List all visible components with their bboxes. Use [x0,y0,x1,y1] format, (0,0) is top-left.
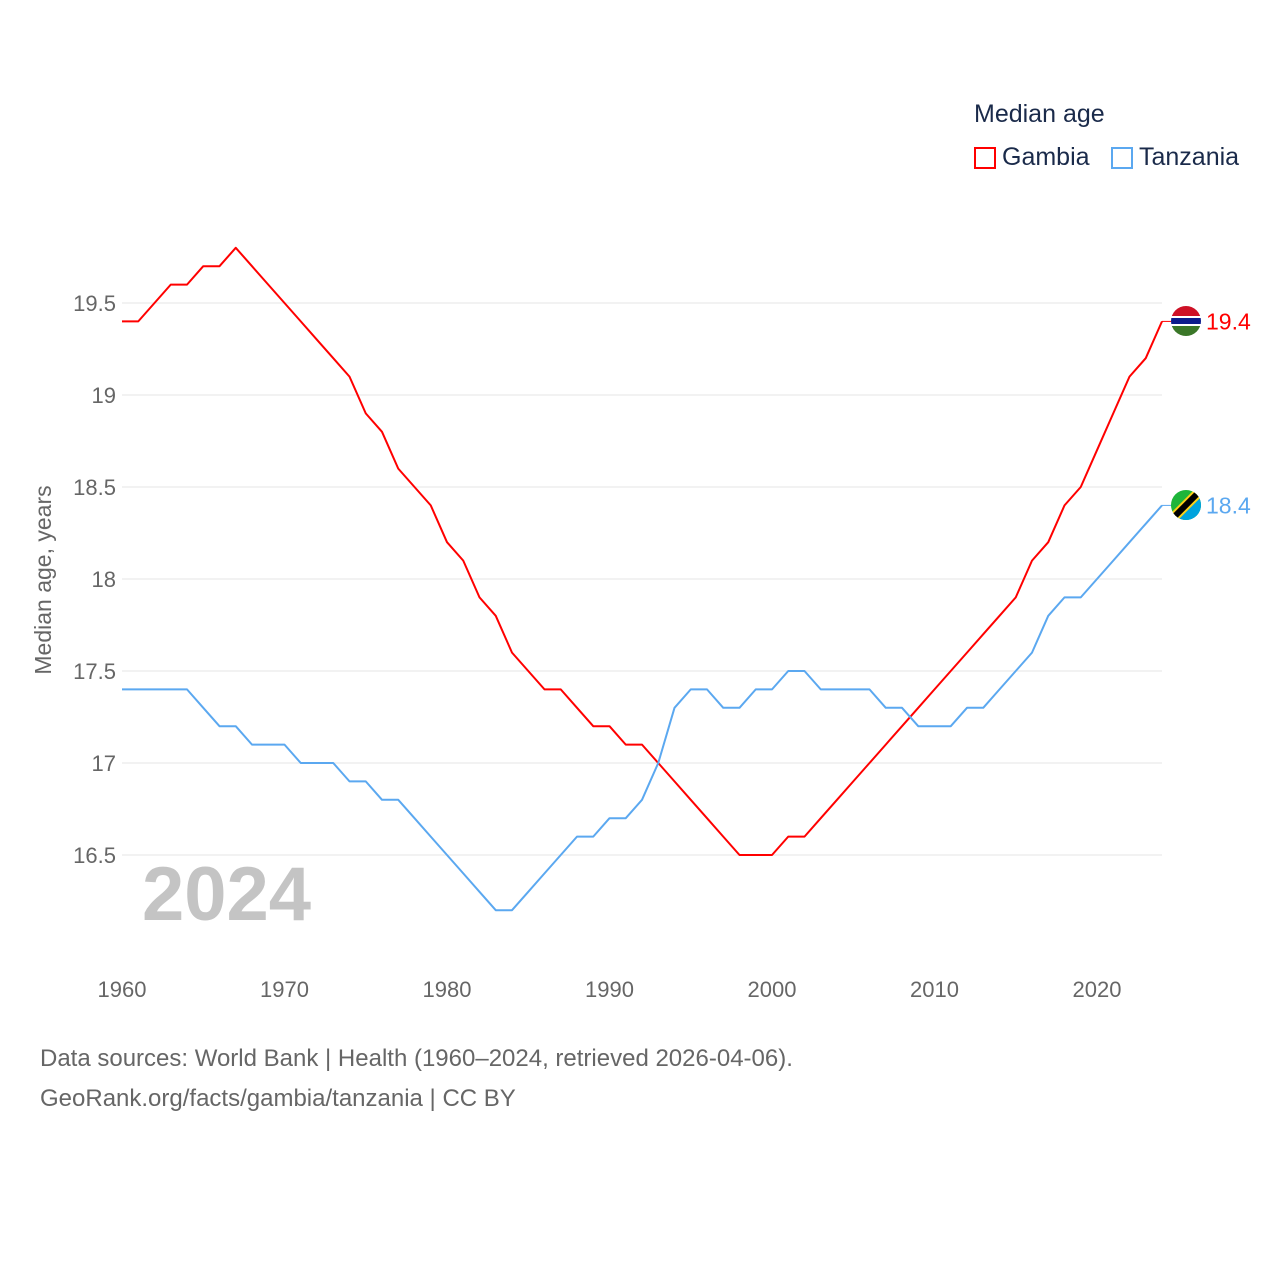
y-tick-label: 18.5 [73,475,116,500]
y-tick-label: 16.5 [73,843,116,868]
x-tick-label: 2000 [748,977,797,1002]
y-tick-label: 19 [92,383,116,408]
legend-label: Tanzania [1139,143,1240,171]
x-tick-label: 1970 [260,977,309,1002]
end-value-label-tanzania: 18.4 [1206,492,1251,518]
tanzania-flag-icon [1171,490,1201,520]
legend-swatch [974,146,996,169]
legend-label: Gambia [1002,143,1090,171]
x-tick-label: 2010 [910,977,959,1002]
y-tick-label: 17.5 [73,659,116,684]
y-axis-label: Median age, years [30,485,56,674]
y-tick-label: 19.5 [73,291,116,316]
footer-sources: Data sources: World Bank | Health (1960–… [40,1045,793,1072]
footer-link[interactable]: GeoRank.org/facts/gambia/tanzania | CC B… [40,1085,516,1112]
y-tick-label: 18 [92,567,116,592]
end-value-label-gambia: 19.4 [1206,308,1251,334]
x-tick-label: 2020 [1073,977,1122,1002]
x-tick-label: 1990 [585,977,634,1002]
y-tick-label: 17 [92,751,116,776]
gambia-flag-icon [1171,306,1201,336]
x-tick-label: 1980 [423,977,472,1002]
year-watermark: 2024 [142,852,311,937]
series-lines: 19.4 18.4 [122,246,1251,912]
legend-item-gambia[interactable]: Gambia [974,143,1090,172]
series-line-gambia [122,246,1163,856]
legend-title: Median age [974,100,1105,128]
series-line-tanzania [122,504,1163,912]
gridlines [122,302,1162,856]
x-axis-ticks: 1960 1970 1980 1990 2000 2010 2020 [98,977,1122,1002]
y-axis-ticks: 16.5 17 17.5 18 18.5 19 19.5 [73,291,116,868]
legend-swatch [1111,146,1133,169]
legend-item-tanzania[interactable]: Tanzania [1111,143,1239,172]
x-tick-label: 1960 [98,977,147,1002]
